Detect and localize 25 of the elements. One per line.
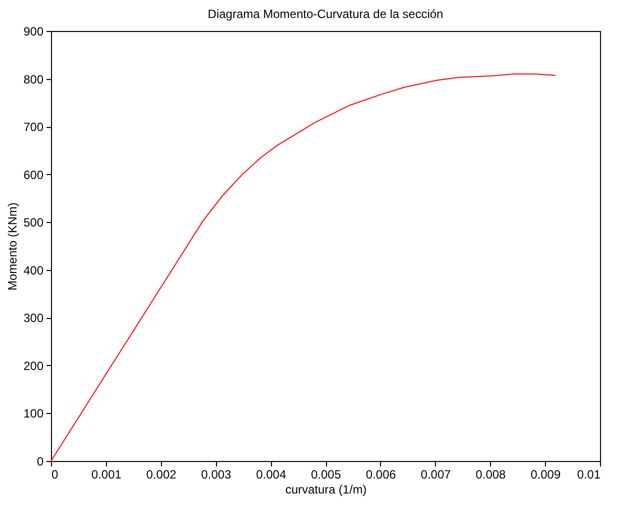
x-tick-label: 0 <box>52 468 58 482</box>
x-tick-label: 0.009 <box>530 468 561 482</box>
y-tick-label: 900 <box>23 24 44 38</box>
x-tick-label: 0.007 <box>420 468 452 482</box>
x-tick-label: 0.006 <box>366 468 396 482</box>
y-tick-label: 600 <box>23 168 44 182</box>
y-tick-label: 0 <box>36 454 44 468</box>
chart-title: Diagrama Momento-Curvatura de la sección <box>208 7 444 21</box>
x-tick-label: 0.004 <box>256 468 286 482</box>
y-tick-label: 700 <box>23 120 44 134</box>
x-axis-title: curvatura (1/m) <box>285 482 367 496</box>
y-tick-label: 400 <box>23 263 44 278</box>
y-tick-label: 300 <box>23 311 44 326</box>
x-tick-label: 0.01 <box>577 468 601 482</box>
y-tick-label: 100 <box>23 406 44 421</box>
x-tick-label: 0.005 <box>310 468 342 482</box>
x-tick-label: 0.001 <box>91 468 122 482</box>
line-series <box>51 74 556 461</box>
y-axis-title: Momento (KNm) <box>5 202 20 291</box>
y-tick-label: 200 <box>23 358 44 373</box>
y-tick-label: 800 <box>23 72 44 86</box>
x-tick-label: 0.008 <box>476 468 506 482</box>
x-tick-label: 0.003 <box>201 468 232 482</box>
y-tick-label: 500 <box>23 216 44 230</box>
x-tick-label: 0.002 <box>146 468 177 482</box>
